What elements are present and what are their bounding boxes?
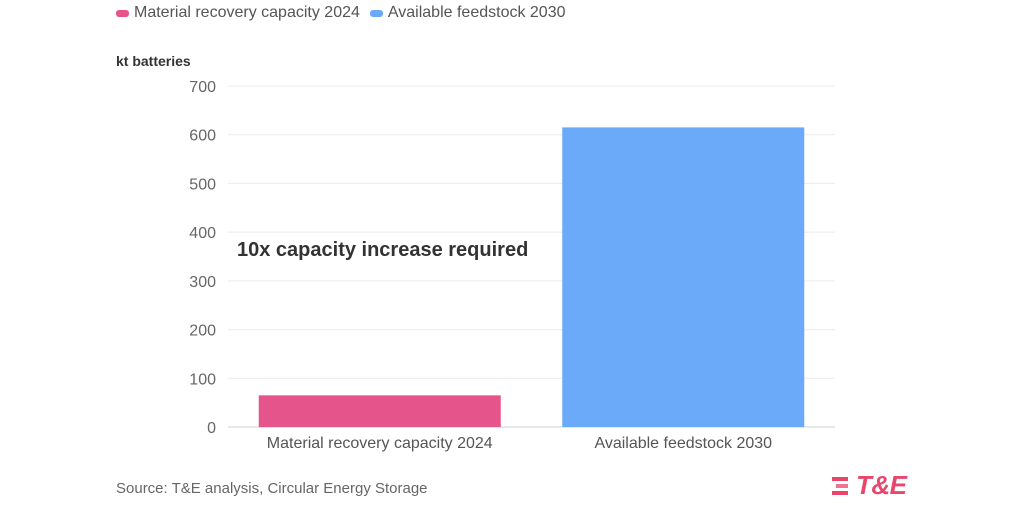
y-tick-label: 500 xyxy=(189,176,216,193)
logo-text: T&E xyxy=(856,470,907,500)
logo-stripes-icon xyxy=(832,476,848,495)
chart-legend: Material recovery capacity 2024 Availabl… xyxy=(116,4,566,22)
legend-label-recovery: Material recovery capacity 2024 xyxy=(134,4,360,21)
legend-item-recovery: Material recovery capacity 2024 xyxy=(116,4,360,22)
y-tick-label: 100 xyxy=(189,371,216,388)
y-tick-label: 300 xyxy=(189,274,216,291)
legend-swatch-feedstock xyxy=(369,9,383,17)
x-tick-label: Available feedstock 2030 xyxy=(594,435,772,452)
y-tick-label: 0 xyxy=(207,420,216,437)
te-logo: T&E xyxy=(832,470,907,501)
bar-recovery xyxy=(258,395,501,427)
y-axis-label: kt batteries xyxy=(116,53,191,69)
legend-swatch-recovery xyxy=(116,9,129,17)
x-tick-label: Material recovery capacity 2024 xyxy=(267,435,493,452)
y-tick-label: 700 xyxy=(189,79,216,96)
source-note: Source: T&E analysis, Circular Energy St… xyxy=(116,480,428,497)
legend-label-feedstock: Available feedstock 2030 xyxy=(387,4,566,21)
chart-annotation: 10x capacity increase required xyxy=(237,239,528,261)
y-tick-label: 400 xyxy=(189,225,216,242)
y-tick-label: 600 xyxy=(189,128,216,145)
y-tick-label: 200 xyxy=(189,323,216,340)
bar-feedstock xyxy=(562,127,805,428)
legend-item-feedstock: Available feedstock 2030 xyxy=(369,4,566,22)
